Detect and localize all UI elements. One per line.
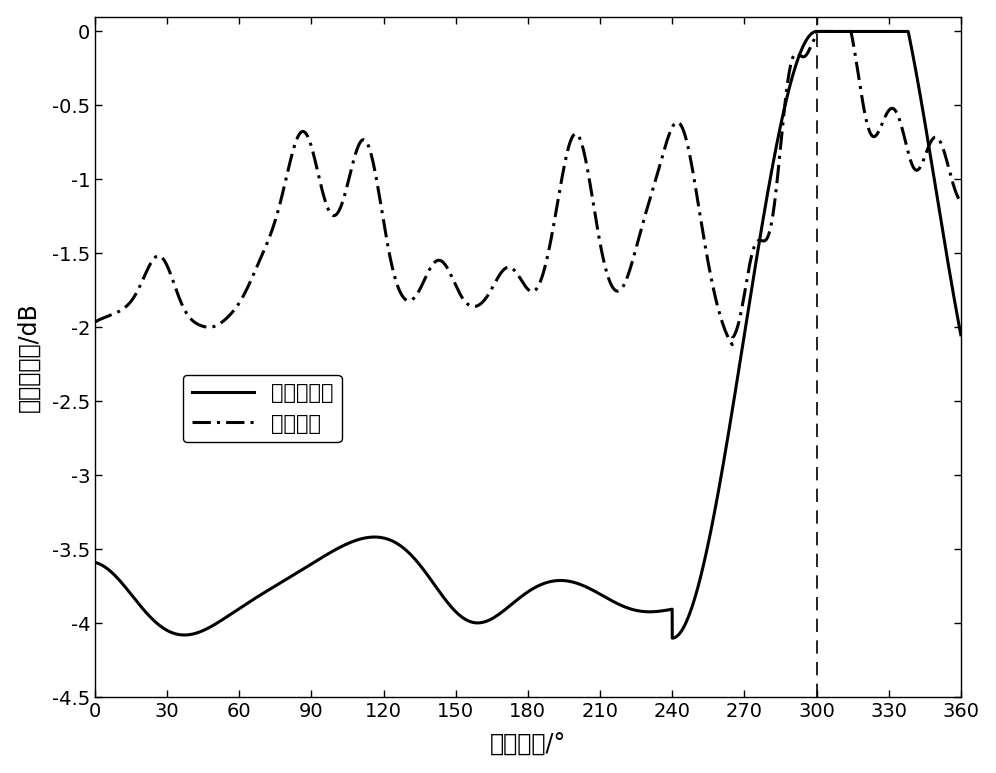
- 本发明方法: [746, 280, 758, 289]
- 传统方法: [722, 332, 734, 342]
- 本发明方法: [918, 116, 930, 125]
- Y-axis label: 平均空间谱/dB: 平均空间谱/dB: [17, 302, 41, 412]
- Legend: 本发明方法, 传统方法: 本发明方法, 传统方法: [183, 375, 342, 442]
- 本发明方法: [666, 634, 678, 643]
- 传统方法: [955, 198, 967, 207]
- 本发明方法: [811, 27, 823, 36]
- X-axis label: 波达方向/°: 波达方向/°: [490, 732, 566, 756]
- 传统方法: [746, 248, 758, 257]
- 本发明方法: [89, 558, 101, 567]
- 传统方法: [908, 164, 920, 173]
- 传统方法: [499, 264, 511, 274]
- Line: 传统方法: 传统方法: [95, 32, 961, 345]
- 传统方法: [383, 248, 395, 257]
- 传统方法: [726, 340, 738, 349]
- 传统方法: [918, 152, 930, 162]
- 本发明方法: [908, 56, 920, 65]
- 本发明方法: [383, 535, 395, 544]
- 本发明方法: [499, 605, 511, 615]
- 传统方法: [811, 27, 823, 36]
- 传统方法: [89, 318, 101, 327]
- 本发明方法: [722, 432, 734, 441]
- 本发明方法: [955, 330, 967, 339]
- Line: 本发明方法: 本发明方法: [95, 32, 961, 638]
